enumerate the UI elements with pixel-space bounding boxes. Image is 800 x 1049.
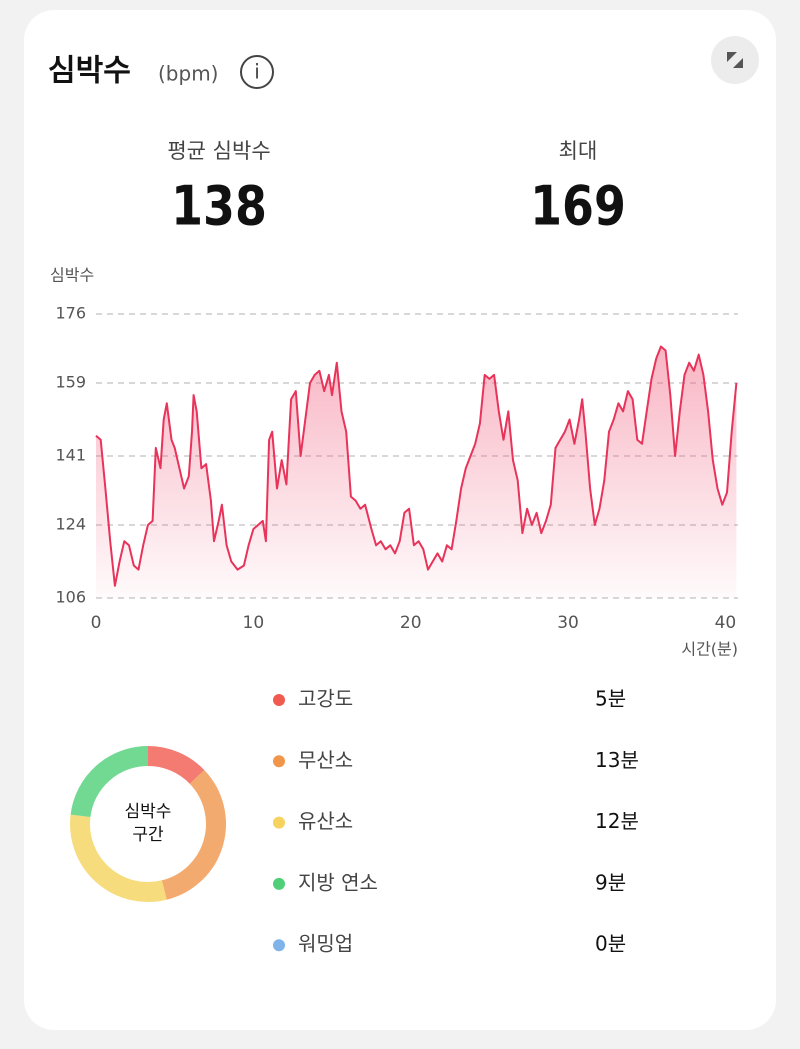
y-tick-label: 124 [55,514,86,533]
legend-dot [273,877,285,890]
stat-label: 최대 [559,139,598,163]
y-axis-label: 심박수 [50,266,94,285]
stat-value: 138 [171,174,267,238]
legend-dot [273,755,285,768]
legend-label: 무산소 [298,748,353,772]
svg-text:i: i [254,60,260,84]
area-fill [96,346,737,598]
line [95,345,738,587]
legend-label: 유산소 [298,809,353,833]
donut-segment [70,814,167,902]
legend-dot [273,694,285,706]
donut-center: 심박수 [125,802,172,822]
title: 심박수 [48,54,131,89]
x-axis-label: 시간(분) [681,640,738,659]
stat-label: 평균 심박수 [167,139,270,163]
legend-dot [273,939,285,952]
zone-value: 5분 [595,687,626,711]
donut-segment [147,746,205,785]
legend-label: 고강도 [298,687,353,711]
expand-button[interactable] [711,36,759,84]
zone-value: 0분 [595,932,626,956]
info-icon[interactable]: i [240,55,274,89]
donut-segment [70,746,149,818]
card [24,10,776,1030]
zone-value: 13분 [595,748,639,772]
donut-segment [161,769,226,900]
y-tick-label: 159 [55,372,86,391]
x-tick-label: 40 [715,613,737,633]
x-tick-label: 10 [243,613,265,633]
zone-value: 9분 [595,870,626,894]
x-tick-label: 0 [91,613,102,633]
y-tick-label: 141 [55,446,86,465]
y-tick-label: 176 [55,304,86,323]
x-tick-label: 30 [557,613,579,633]
legend-label: 워밍업 [298,932,353,956]
legend-dot [273,816,285,829]
unit: (bpm) [158,62,218,86]
x-tick-label: 20 [400,613,422,633]
donut-center: 구간 [132,825,164,845]
zone-value: 12분 [595,809,639,833]
legend-label: 지방 연소 [298,870,378,894]
stat-value: 169 [530,174,626,238]
y-tick-label: 106 [55,588,86,607]
